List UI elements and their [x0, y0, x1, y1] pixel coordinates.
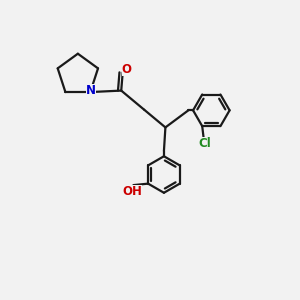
Text: OH: OH	[122, 185, 142, 198]
Text: O: O	[122, 64, 131, 76]
Text: Cl: Cl	[198, 137, 211, 150]
Text: N: N	[86, 84, 96, 97]
